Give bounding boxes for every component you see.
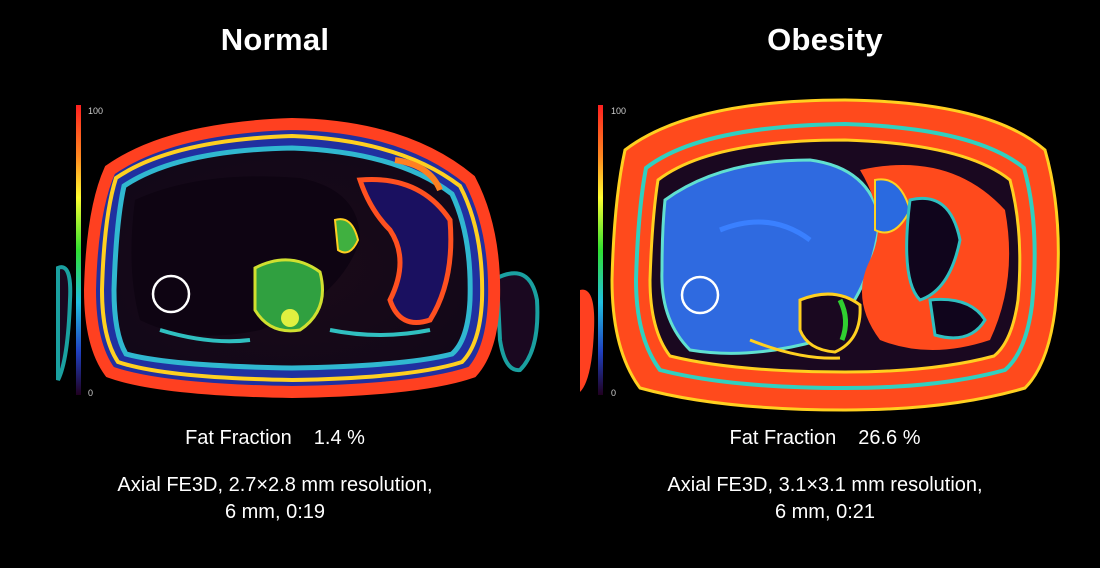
- obesity-fat-fraction-label: Fat Fraction: [729, 427, 837, 449]
- obesity-protocol-line1: Axial FE3D, 3.1×3.1 mm resolution,: [667, 474, 983, 496]
- obesity-scale-min: 0: [611, 388, 617, 398]
- normal-fat-fraction-map: [56, 105, 540, 399]
- obesity-protocol: Axial FE3D, 3.1×3.1 mm resolution, 6 mm,…: [550, 472, 1100, 526]
- obesity-protocol-line2: 6 mm, 0:21: [774, 501, 876, 523]
- normal-protocol: Axial FE3D, 2.7×2.8 mm resolution, 6 mm,…: [0, 472, 550, 526]
- normal-protocol-line1: Axial FE3D, 2.7×2.8 mm resolution,: [117, 474, 433, 496]
- obesity-fat-fraction-value: 26.6 %: [858, 427, 921, 449]
- obesity-scale-max: 100: [611, 106, 627, 116]
- obesity-roi-circle: [680, 275, 720, 315]
- obesity-fat-fraction: Fat Fraction 26.6 %: [550, 427, 1100, 450]
- normal-panel: Normal: [0, 22, 550, 526]
- normal-title: Normal: [220, 22, 330, 57]
- obesity-fat-fraction-map: [580, 98, 1060, 412]
- normal-fat-fraction-value: 1.4 %: [313, 427, 365, 449]
- normal-protocol-line2: 6 mm, 0:19: [224, 501, 326, 523]
- normal-colorbar: [76, 105, 81, 395]
- normal-roi-circle: [151, 274, 191, 314]
- normal-scale-min: 0: [88, 388, 94, 398]
- obesity-title: Obesity: [767, 22, 883, 57]
- obesity-colorbar: [598, 105, 603, 395]
- normal-fat-fraction: Fat Fraction 1.4 %: [0, 427, 550, 450]
- normal-fat-fraction-label: Fat Fraction: [185, 427, 292, 449]
- normal-scale-max: 100: [88, 106, 104, 116]
- obesity-panel: Obesity: [550, 0, 1100, 568]
